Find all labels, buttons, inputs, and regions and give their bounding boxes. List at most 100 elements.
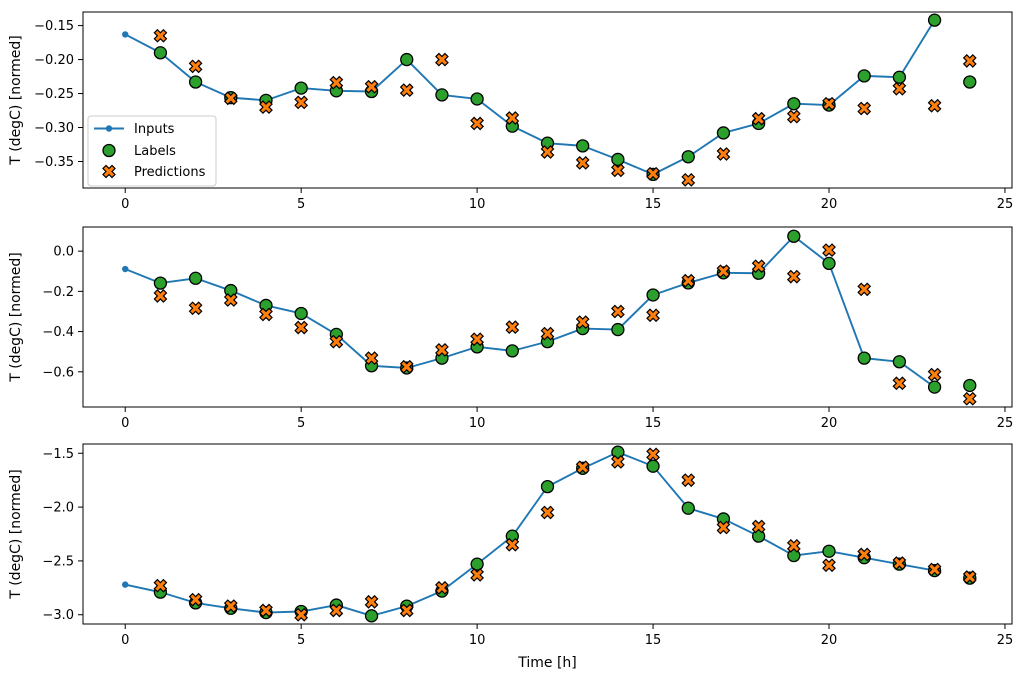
predictions-marker <box>399 359 414 374</box>
predictions-marker <box>610 163 625 178</box>
axes-frame <box>82 443 1013 625</box>
legend-entry-label: Predictions <box>134 165 206 180</box>
predictions-marker <box>716 520 731 535</box>
labels-marker <box>822 256 836 271</box>
labels-marker <box>963 75 977 89</box>
legend-inputs-dot-icon <box>105 125 113 132</box>
labels-marker <box>188 271 203 285</box>
predictions-marker <box>646 447 660 462</box>
predictions-marker <box>223 91 238 106</box>
y-tick-label: −1.5 <box>42 447 74 462</box>
y-tick-label: −0.15 <box>34 19 74 34</box>
x-tick-label: 20 <box>821 633 838 648</box>
labels-marker <box>364 609 379 623</box>
predictions-marker <box>857 547 872 562</box>
predictions-marker <box>962 391 977 406</box>
predictions-marker <box>610 454 625 469</box>
x-tick-label: 15 <box>645 416 662 431</box>
predictions-marker <box>470 116 485 131</box>
predictions-marker <box>399 83 414 98</box>
labels-marker <box>153 276 168 290</box>
labels-marker <box>927 13 942 27</box>
y-tick-label: 0.0 <box>53 245 74 260</box>
predictions-marker <box>364 79 379 94</box>
predictions-marker <box>223 293 238 307</box>
predictions-marker <box>294 607 309 622</box>
predictions-marker <box>364 594 379 609</box>
predictions-marker <box>259 307 273 322</box>
labels-marker <box>435 88 449 102</box>
labels-marker <box>963 378 977 393</box>
predictions-marker <box>927 562 942 577</box>
labels-marker <box>716 126 731 140</box>
labels-marker <box>470 92 484 106</box>
y-tick-label: −0.35 <box>34 155 74 170</box>
labels-marker <box>294 81 308 95</box>
y-tick-label: −2.5 <box>42 554 74 569</box>
labels-marker <box>153 46 168 60</box>
x-tick-label: 5 <box>297 416 305 431</box>
subplot-2: 0 5 10 15 20 25 0.0 −0.2 −0.4 −0.6 T (degC) [norme… <box>8 226 1014 431</box>
predictions-marker <box>470 332 485 347</box>
predictions-marker <box>751 259 766 274</box>
labels-marker <box>681 501 695 515</box>
predictions-marker <box>540 505 555 520</box>
y-tick-label: −0.25 <box>34 87 74 102</box>
labels-marker <box>611 322 625 337</box>
x-tick-label: 0 <box>121 416 129 431</box>
x-tick-label: 5 <box>297 197 305 212</box>
predictions-marker <box>646 166 660 181</box>
predictions-marker <box>681 172 696 187</box>
y-axis-label: T (degC) [normed] <box>8 469 24 600</box>
predictions-marker <box>575 315 590 330</box>
predictions-marker <box>153 578 168 593</box>
predictions-marker <box>540 145 555 159</box>
y-tick-label: −0.20 <box>34 53 74 68</box>
labels-marker <box>646 288 660 302</box>
predictions-marker <box>681 273 696 288</box>
x-tick-label: 10 <box>469 416 486 431</box>
legend-box <box>87 115 217 187</box>
predictions-marker <box>540 326 555 341</box>
legend: Inputs Labels Predictions <box>87 115 217 187</box>
predictions-marker <box>505 111 520 125</box>
predictions-marker <box>716 264 731 279</box>
predictions-marker <box>435 52 449 67</box>
predictions-marker <box>188 301 203 316</box>
predictions-marker <box>822 243 836 258</box>
inputs-point-marker <box>122 581 129 588</box>
predictions-marker <box>786 269 801 284</box>
labels-marker <box>892 355 907 369</box>
predictions-marker <box>892 376 907 391</box>
predictions-marker <box>153 289 168 303</box>
labels-marker <box>681 150 695 164</box>
labels-marker <box>400 52 414 67</box>
labels-marker <box>787 229 801 243</box>
x-tick-label: 25 <box>997 416 1014 431</box>
predictions-marker <box>188 592 203 607</box>
predictions-marker <box>575 155 590 170</box>
predictions-marker <box>857 282 872 297</box>
predictions-marker <box>751 519 766 534</box>
predictions-marker <box>681 473 696 488</box>
predictions-marker <box>329 334 344 349</box>
x-tick-label: 20 <box>821 197 838 212</box>
labels-marker <box>470 557 484 571</box>
predictions-marker <box>329 75 344 90</box>
x-tick-label: 0 <box>121 197 129 212</box>
y-tick-label: −3.0 <box>42 608 74 623</box>
x-tick-label: 10 <box>469 633 486 648</box>
labels-marker <box>576 139 590 153</box>
labels-marker <box>540 479 555 494</box>
predictions-marker <box>294 320 309 335</box>
labels-marker <box>857 351 871 365</box>
predictions-marker <box>892 556 907 570</box>
predictions-marker <box>294 95 309 110</box>
labels-marker <box>857 69 871 83</box>
predictions-marker <box>786 109 801 124</box>
predictions-marker <box>857 101 872 116</box>
labels-marker <box>505 344 519 358</box>
predictions-marker <box>822 96 836 111</box>
